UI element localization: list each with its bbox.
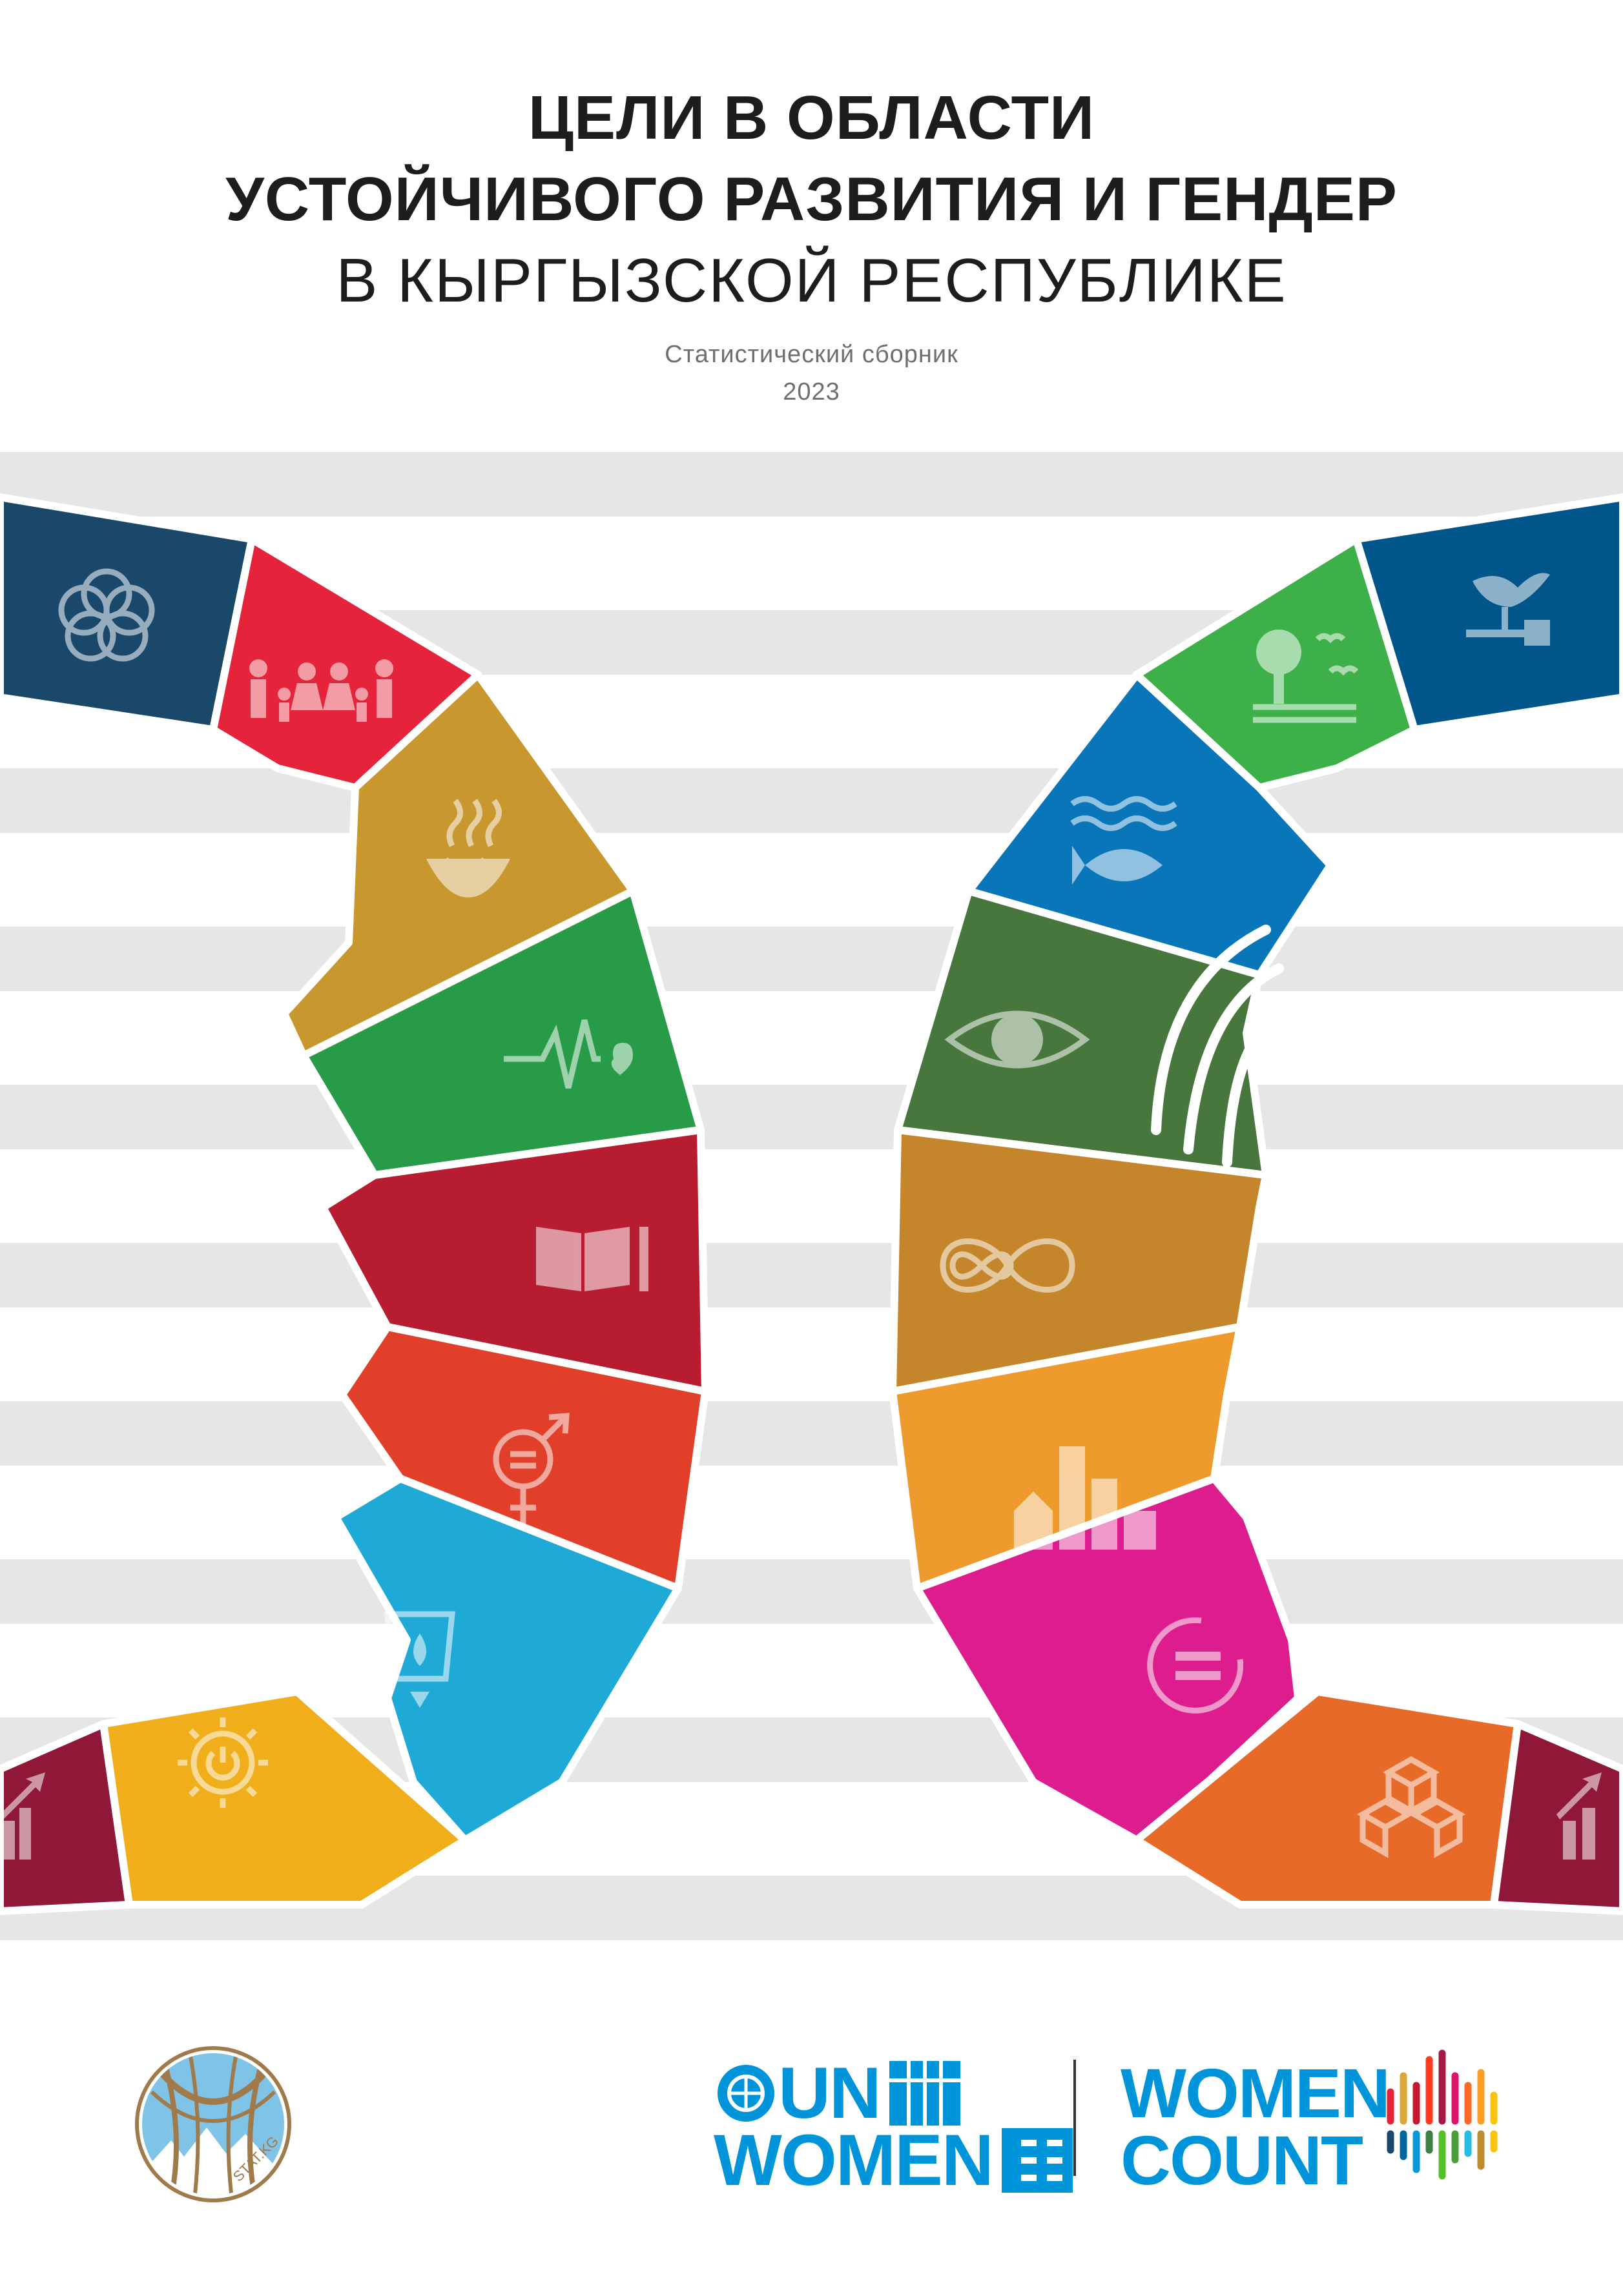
sdg12-segment: [889, 1126, 1270, 1395]
growth-chart-right-icon: [1556, 1772, 1602, 1860]
gender-equality-icon: [493, 1413, 570, 1524]
water-glass-icon: [384, 1611, 455, 1708]
family-icon: [249, 659, 393, 722]
tree-birds-icon: [1253, 630, 1359, 723]
dove-gavel-icon: [1466, 573, 1550, 646]
women-count-line-1: WOMEN: [1121, 2054, 1390, 2132]
partnership-flower-icon: [58, 568, 155, 662]
cover-title: ЦЕЛИ В ОБЛАСТИ УСТОЙЧИВОГО РАЗВИТИЯ И ГЕ…: [0, 77, 1623, 322]
publication-year: 2023: [783, 378, 840, 405]
sdg6-segment: [332, 1475, 682, 1844]
title-line-1: ЦЕЛИ В ОБЛАСТИ: [528, 83, 1095, 152]
un-emblem-icon: [718, 2065, 774, 2122]
sdg-profiles-artwork: [0, 452, 1623, 1940]
city-buildings-icon: [1014, 1446, 1156, 1550]
title-line-2: УСТОЙЧИВОГО РАЗВИТИЯ И ГЕНДЕР: [225, 165, 1398, 234]
sdg8-segment: [0, 1720, 133, 1915]
sdg13-segment: [894, 887, 1270, 1179]
growth-chart-icon: [0, 1772, 45, 1860]
sdg4-segment: [319, 1126, 709, 1395]
sdg5-segment: [338, 1323, 709, 1592]
title-line-3: В КЫРГЫЗСКОЙ РЕСПУБЛИКЕ: [336, 246, 1287, 315]
hair-strands: [1151, 925, 1290, 1167]
un-women-grid-icon: [889, 2061, 960, 2126]
infinity-icon: [940, 1238, 1075, 1293]
stat-kg-logo: STAT.KG: [135, 2046, 291, 2202]
fish-waves-icon: [1070, 796, 1177, 885]
un-women-line-1: UN: [778, 2053, 882, 2133]
eye-globe-icon: [944, 1010, 1090, 1069]
un-women-bars-icon: [1001, 2128, 1073, 2193]
bowl-icon: [426, 799, 510, 897]
equality-circle-icon: [1147, 1617, 1244, 1714]
subtitle: Статистический сборник 2023: [0, 336, 1623, 411]
publication-type: Статистический сборник: [665, 341, 958, 368]
women-count-line-2: COUNT: [1121, 2121, 1363, 2199]
un-women-logo: UN WOMEN: [714, 2053, 1073, 2200]
book-pencil-icon: [536, 1227, 648, 1291]
women-count-logo: WOMEN COUNT: [1121, 2054, 1390, 2199]
sdg8-right-segment: [1490, 1720, 1623, 1915]
un-women-line-2: WOMEN: [714, 2120, 994, 2200]
sun-power-icon: [178, 1717, 268, 1808]
women-count-bars-icon: [1387, 2049, 1498, 2180]
sdg1-segment: [209, 535, 482, 792]
sdg10-segment: [913, 1475, 1302, 1844]
heartbeat-icon: [504, 1019, 633, 1089]
cubes-icon: [1356, 1756, 1466, 1858]
logo-divider: [1073, 2060, 1076, 2176]
